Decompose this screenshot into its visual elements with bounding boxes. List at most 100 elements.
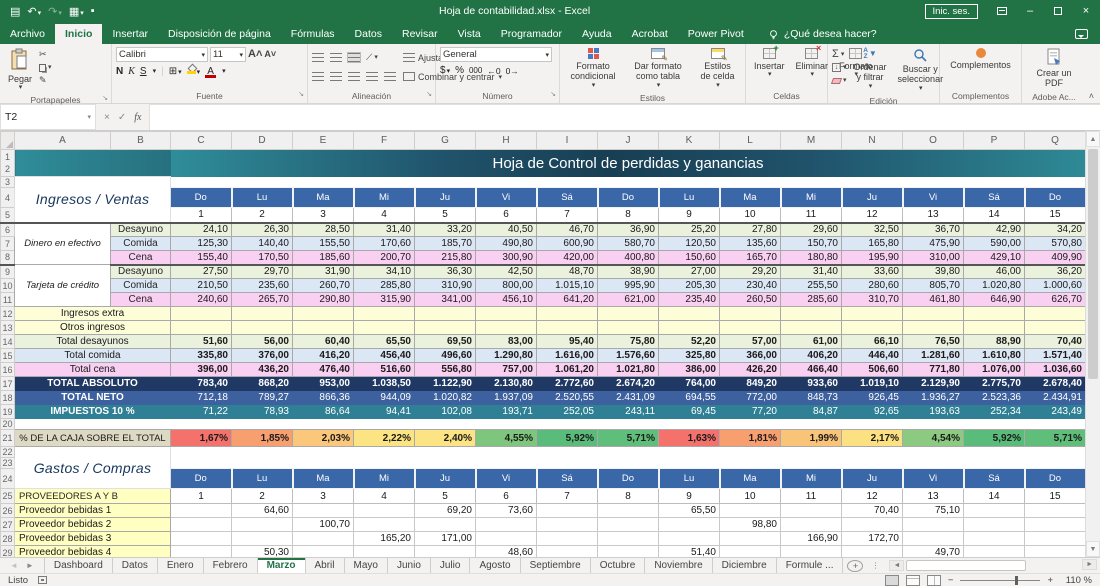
- horizontal-scroll-thumb[interactable]: [906, 560, 1026, 571]
- cell[interactable]: [659, 532, 720, 546]
- cell[interactable]: [659, 321, 720, 335]
- ribbon-tab-ayuda[interactable]: Ayuda: [572, 24, 622, 44]
- clear-icon[interactable]: ▾: [832, 75, 847, 86]
- empty-cells[interactable]: [171, 177, 1086, 188]
- cell[interactable]: [598, 321, 659, 335]
- cell[interactable]: 180,80: [781, 251, 842, 265]
- cell[interactable]: [354, 518, 415, 532]
- cell[interactable]: 265,70: [232, 293, 293, 307]
- cell[interactable]: 49,70: [903, 546, 964, 558]
- cell[interactable]: 694,55: [659, 391, 720, 405]
- day-header-cell[interactable]: Sá: [964, 188, 1025, 208]
- cell[interactable]: 48,70: [537, 265, 598, 279]
- cell[interactable]: 50,30: [232, 546, 293, 558]
- cell[interactable]: [171, 321, 232, 335]
- cell[interactable]: [354, 546, 415, 558]
- cell[interactable]: 466,40: [781, 363, 842, 377]
- cell[interactable]: 315,90: [354, 293, 415, 307]
- row-label[interactable]: % DE LA CAJA SOBRE EL TOTAL: [15, 430, 171, 447]
- cell[interactable]: 2,17%: [842, 430, 903, 447]
- sheet-tab-junio[interactable]: Junio: [388, 558, 431, 573]
- cell[interactable]: 1.019,10: [842, 377, 903, 391]
- cell[interactable]: 243,49: [1025, 405, 1086, 419]
- cell[interactable]: 1,63%: [659, 430, 720, 447]
- cell[interactable]: 200,70: [354, 251, 415, 265]
- column-header-q[interactable]: Q: [1025, 132, 1086, 150]
- cell[interactable]: 849,20: [720, 377, 781, 391]
- cell[interactable]: 94,41: [354, 405, 415, 419]
- cell-styles-button[interactable]: Estilos de celda▾: [694, 47, 741, 91]
- ribbon-tab-archivo[interactable]: Archivo: [0, 24, 55, 44]
- cell[interactable]: 135,60: [720, 237, 781, 251]
- cell[interactable]: [964, 307, 1025, 321]
- cell[interactable]: 69,50: [415, 335, 476, 349]
- day-number-cell[interactable]: 3: [293, 489, 354, 504]
- number-dialog-launcher-icon[interactable]: ↘: [550, 88, 556, 101]
- cell[interactable]: 51,60: [171, 335, 232, 349]
- cell[interactable]: [598, 307, 659, 321]
- cell[interactable]: 386,00: [659, 363, 720, 377]
- cell[interactable]: 285,80: [354, 279, 415, 293]
- cell[interactable]: 48,60: [476, 546, 537, 558]
- cell[interactable]: 51,40: [659, 546, 720, 558]
- row-header-25[interactable]: 25: [1, 489, 15, 504]
- cell[interactable]: 70,40: [1025, 335, 1086, 349]
- zoom-level[interactable]: 110 %: [1060, 575, 1092, 586]
- align-bottom-icon[interactable]: [348, 53, 360, 62]
- cell[interactable]: 757,00: [476, 363, 537, 377]
- row-label[interactable]: Otros ingresos: [15, 321, 171, 335]
- cell[interactable]: [415, 307, 476, 321]
- insert-function-icon[interactable]: fx: [134, 112, 141, 123]
- cell[interactable]: 98,80: [720, 518, 781, 532]
- cell[interactable]: [659, 307, 720, 321]
- cell[interactable]: 75,10: [903, 504, 964, 518]
- sheet-tab-agosto[interactable]: Agosto: [470, 558, 520, 573]
- empty-cells[interactable]: [171, 447, 1086, 458]
- close-button[interactable]: ×: [1072, 0, 1100, 22]
- cell[interactable]: 426,20: [720, 363, 781, 377]
- ribbon-tab-acrobat[interactable]: Acrobat: [622, 24, 678, 44]
- cell[interactable]: [232, 532, 293, 546]
- cell[interactable]: 29,70: [232, 265, 293, 279]
- cell[interactable]: 95,40: [537, 335, 598, 349]
- cell[interactable]: 641,20: [537, 293, 598, 307]
- row-header-26[interactable]: 26: [1, 504, 15, 518]
- day-header-cell[interactable]: Do: [598, 469, 659, 489]
- cell[interactable]: 570,80: [1025, 237, 1086, 251]
- zoom-out-icon[interactable]: −: [948, 575, 954, 586]
- align-top-icon[interactable]: [312, 53, 324, 62]
- cell[interactable]: [171, 532, 232, 546]
- day-header-cell[interactable]: Mi: [781, 188, 842, 208]
- align-left-icon[interactable]: [312, 72, 324, 81]
- cell[interactable]: 165,20: [354, 532, 415, 546]
- cell[interactable]: [171, 518, 232, 532]
- redo-icon[interactable]: ↷▾: [48, 5, 62, 18]
- minimize-button[interactable]: –: [1016, 0, 1044, 22]
- new-sheet-icon[interactable]: +: [847, 560, 863, 572]
- percent-style-icon[interactable]: %: [455, 65, 464, 76]
- day-number-cell[interactable]: 4: [354, 208, 415, 223]
- sheet-tab-febrero[interactable]: Febrero: [204, 558, 258, 573]
- increase-decimal-icon[interactable]: ←0: [487, 66, 500, 76]
- cell[interactable]: 1.021,80: [598, 363, 659, 377]
- row-label[interactable]: Total comida: [15, 349, 171, 363]
- day-number-cell[interactable]: 8: [598, 208, 659, 223]
- cell[interactable]: [720, 307, 781, 321]
- comma-style-icon[interactable]: 000: [469, 66, 482, 75]
- sheet-tab-mayo[interactable]: Mayo: [345, 558, 388, 573]
- cell[interactable]: 65,50: [354, 335, 415, 349]
- cell[interactable]: 2.431,09: [598, 391, 659, 405]
- cell[interactable]: [598, 518, 659, 532]
- align-right-icon[interactable]: [348, 72, 360, 81]
- column-header-b[interactable]: B: [111, 132, 171, 150]
- row-label[interactable]: Total cena: [15, 363, 171, 377]
- row-header-1-2[interactable]: 12: [1, 150, 15, 177]
- cell[interactable]: [903, 321, 964, 335]
- cell[interactable]: 170,60: [354, 237, 415, 251]
- day-number-cell[interactable]: 1: [171, 489, 232, 504]
- vertical-scroll-thumb[interactable]: [1088, 149, 1098, 379]
- sheet-tab-octubre[interactable]: Octubre: [591, 558, 646, 573]
- zoom-slider[interactable]: [960, 580, 1040, 581]
- cell[interactable]: 446,40: [842, 349, 903, 363]
- sheet-nav-left-icon[interactable]: ◄: [10, 561, 18, 570]
